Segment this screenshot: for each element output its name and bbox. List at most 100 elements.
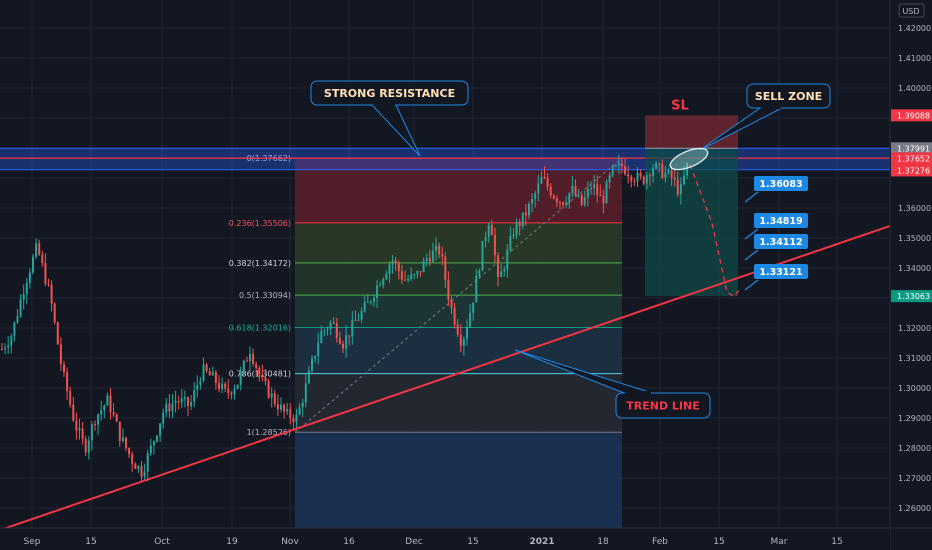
candle-body <box>645 175 648 184</box>
price-axis-background <box>890 0 932 550</box>
candle-body <box>4 347 7 350</box>
candle-body <box>574 186 577 196</box>
candle-body <box>357 319 360 321</box>
candle-body <box>131 454 134 464</box>
candle-body <box>224 383 227 389</box>
fibonacci-retracement[interactable]: 0(1.37662)0.236(1.35506)0.382(1.34172)0.… <box>0 154 623 528</box>
candle-body <box>320 331 323 343</box>
trend-line-stroke <box>0 225 891 531</box>
fib-band <box>295 158 622 223</box>
candle-body <box>25 282 28 295</box>
trend-line-callout-text: TREND LINE <box>626 400 699 413</box>
time-axis[interactable]: Sep 15 Oct 19 Nov 16 Dec 15 2021 18 Feb 15 Mar 15 <box>0 527 932 550</box>
candle-body <box>624 166 627 175</box>
time-tick-label: Dec <box>405 537 422 547</box>
candle-body <box>531 199 534 204</box>
candle-body <box>66 372 69 392</box>
fib-level-label: 0.618(1.32016) <box>229 324 291 333</box>
candle-body <box>481 241 484 271</box>
candle-body <box>453 307 456 325</box>
candle-body <box>245 360 248 362</box>
candle-body <box>162 412 165 424</box>
candle-body <box>394 260 397 264</box>
candle-body <box>425 258 428 261</box>
resistance-callout-text: STRONG RESISTANCE <box>324 87 455 100</box>
candle-body <box>140 466 143 477</box>
candle-body <box>41 254 44 263</box>
candle-body <box>397 263 400 272</box>
candle-body <box>239 371 242 385</box>
candle-body <box>121 437 124 442</box>
price-badge-label: 1.37652 <box>897 154 930 163</box>
candle-body <box>69 391 72 405</box>
candle-body <box>630 176 633 182</box>
time-tick-label: 16 <box>343 537 355 547</box>
candle-body <box>94 424 96 426</box>
candle-body <box>478 270 481 276</box>
candle-body <box>323 330 326 332</box>
price-badge <box>891 142 932 155</box>
candle-body <box>59 344 62 365</box>
candle-body <box>686 162 689 176</box>
price-badge <box>891 290 932 303</box>
fib-band <box>295 222 622 263</box>
time-tick-label: 19 <box>226 537 238 547</box>
candle-body <box>524 212 527 216</box>
candle-body <box>143 471 146 477</box>
candle-body <box>103 405 106 411</box>
time-tick-label: Oct <box>154 537 170 547</box>
price-badge-label: 1.37991 <box>897 144 930 153</box>
price-tick-label: 1.40000 <box>898 84 931 93</box>
candle-body <box>562 202 565 206</box>
price-axis[interactable]: USD 1.42000 1.41000 1.40000 1.36000 1.35000 1.… <box>889 0 932 550</box>
candle-body <box>586 188 589 198</box>
candle-body <box>559 201 561 203</box>
target-label-pointer <box>744 191 759 203</box>
candle-body <box>252 354 255 364</box>
candle-body <box>552 195 555 199</box>
candle-body <box>32 256 34 273</box>
currency-box <box>898 3 925 18</box>
candle-body <box>506 250 509 270</box>
candle-body <box>345 335 348 349</box>
price-tick-label: 1.42000 <box>898 24 931 33</box>
target-label-pointer <box>744 279 759 291</box>
trend-line[interactable] <box>0 225 891 531</box>
candle-body <box>236 384 239 389</box>
fib-level-label: 1(1.28526) <box>247 428 291 437</box>
candle-body <box>258 368 261 375</box>
target-label-pointer <box>744 249 759 261</box>
candle-body <box>255 363 258 369</box>
candle-body <box>283 404 286 412</box>
fib-band <box>295 432 622 528</box>
candle-body <box>388 264 391 275</box>
candle-body <box>270 393 273 398</box>
candle-body <box>549 186 552 196</box>
target-label: 1.34112 <box>759 237 802 248</box>
candle-body <box>484 237 487 242</box>
candle-body <box>326 329 329 331</box>
candle-body <box>469 312 472 328</box>
candle-body <box>571 186 574 194</box>
candle-body <box>410 274 413 280</box>
candle-body <box>180 398 183 403</box>
target-label-box <box>754 176 808 191</box>
candle-body <box>577 194 580 196</box>
resistance-zone[interactable] <box>0 147 890 171</box>
candle-body <box>19 299 22 316</box>
fib-level-label: 0.382(1.34172) <box>229 259 291 268</box>
candle-body <box>134 463 137 469</box>
candle-body <box>335 323 338 338</box>
candle-body <box>528 203 530 216</box>
candle-body <box>673 177 676 180</box>
candle-body <box>100 410 103 415</box>
candle-body <box>106 395 109 406</box>
candle-body <box>648 175 651 177</box>
candle-body <box>44 262 47 284</box>
candle-body <box>125 437 127 449</box>
short-position-box[interactable]: SL <box>645 98 741 298</box>
candle-body <box>304 383 307 403</box>
candle-body <box>500 271 503 277</box>
candle-body <box>7 345 10 348</box>
